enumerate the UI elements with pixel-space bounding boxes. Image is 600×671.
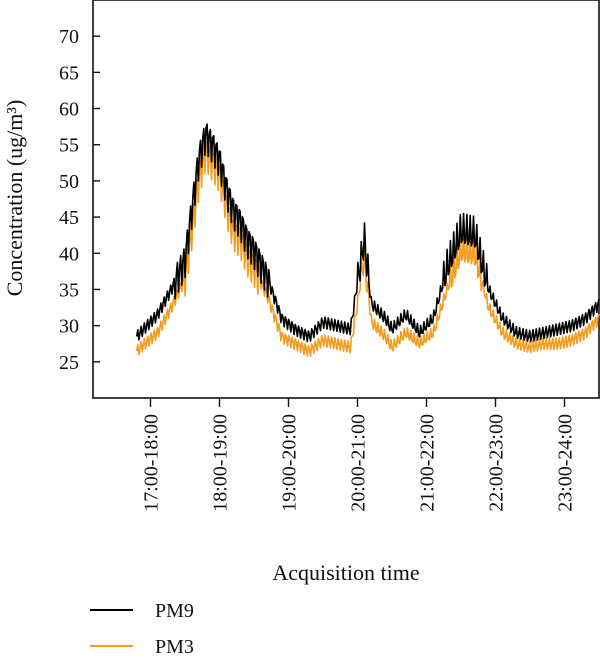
x-tick-label: 23:00-24:00	[555, 414, 577, 512]
x-tick-label: 19:00-20:00	[279, 414, 301, 512]
y-tick-label: 45	[59, 207, 79, 229]
legend-label: PM3	[155, 636, 194, 658]
y-tick-label: 60	[59, 99, 79, 121]
series-line-pm9	[135, 123, 600, 343]
x-axis-title: Acquisition time	[272, 560, 419, 585]
y-tick-label: 70	[59, 26, 79, 48]
y-tick-label: 25	[59, 352, 79, 374]
y-tick-label: 55	[59, 135, 79, 157]
x-tick-label: 22:00-23:00	[486, 414, 508, 512]
y-tick-label: 40	[59, 243, 79, 265]
y-tick-label: 30	[59, 316, 79, 338]
y-tick-label: 35	[59, 279, 79, 301]
legend: PM9 PM3	[90, 600, 194, 658]
y-tick-label: 65	[59, 62, 79, 84]
x-tick-label: 21:00-22:00	[417, 414, 439, 512]
series-layer	[135, 123, 600, 357]
y-tick-label: 50	[59, 171, 79, 193]
series-line-pm3	[135, 141, 600, 357]
x-tick-label: 18:00-19:00	[210, 414, 232, 512]
y-axis: 25 30 35 40 45 50 55 60 65 70	[59, 26, 100, 374]
plot-frame	[92, 0, 600, 399]
x-tick-label: 17:00-18:00	[141, 414, 163, 512]
y-axis-title: Concentration (ug/m³)	[2, 100, 27, 297]
x-tick-label: 20:00-21:00	[348, 414, 370, 512]
legend-label: PM9	[155, 600, 194, 622]
x-axis: 17:00-18:00 18:00-19:00 19:00-20:00 20:00-2…	[141, 398, 577, 512]
